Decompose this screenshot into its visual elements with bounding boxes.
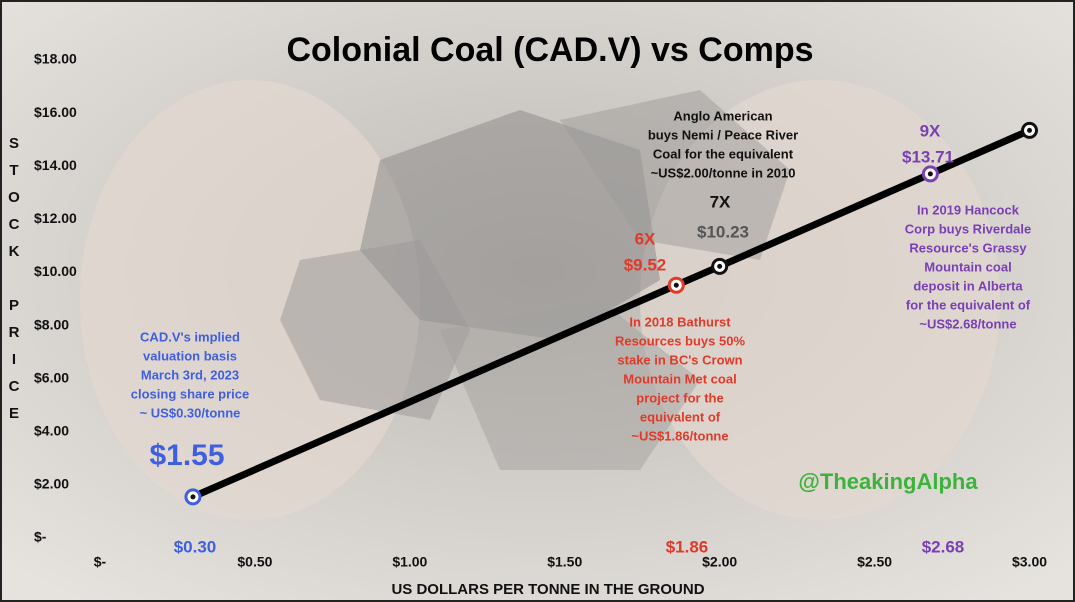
annotation: In 2019 Hancock [917, 202, 1020, 217]
annotation: buys Nemi / Peace River [648, 127, 798, 142]
annotation: Corp buys Riverdale [905, 221, 1031, 236]
x-value-label: $1.86 [666, 537, 709, 556]
coal-rock [440, 300, 700, 470]
hand-left [80, 80, 420, 520]
annotation: for the equivalent of [906, 297, 1031, 312]
y-tick-label: $14.00 [34, 157, 77, 173]
multiplier-label: 7X [710, 192, 731, 211]
y-tick-label: $- [34, 529, 47, 545]
y-axis-label: STOCK PRICE [6, 135, 23, 432]
annotation: Mountain coal [924, 259, 1011, 274]
annotation: Resources buys 50% [615, 333, 746, 348]
annotation: deposit in Alberta [913, 278, 1023, 293]
point-center [717, 263, 723, 269]
x-axis-label: US DOLLARS PER TONNE IN THE GROUND [391, 581, 704, 598]
annotation: @TheakingAlpha [798, 469, 978, 494]
y-tick-label: $18.00 [34, 51, 77, 67]
x-tick-label: $1.50 [547, 554, 582, 570]
annotation: Mountain Met coal [623, 371, 736, 386]
x-tick-label: $0.50 [237, 554, 272, 570]
multiplier-label: 6X [635, 229, 656, 248]
value-label: $1.55 [149, 439, 224, 472]
value-label: $10.23 [697, 222, 749, 241]
y-tick-label: $12.00 [34, 210, 77, 226]
y-tick-label: $4.00 [34, 422, 69, 438]
annotation: project for the [636, 390, 723, 405]
point-center [673, 282, 679, 288]
annotation: ~US$2.68/tonne [919, 316, 1016, 331]
point-center [927, 171, 933, 177]
y-tick-label: $8.00 [34, 316, 69, 332]
annotation: closing share price [131, 386, 250, 401]
annotation: ~US$1.86/tonne [631, 428, 728, 443]
y-tick-label: $2.00 [34, 476, 69, 492]
annotation: Resource's Grassy [909, 240, 1027, 255]
value-label: $13.71 [902, 147, 954, 166]
annotation: valuation basis [143, 348, 237, 363]
x-tick-label: $1.00 [392, 554, 427, 570]
annotation: stake in BC's Crown [617, 352, 742, 367]
annotation: Coal for the equivalent [653, 146, 794, 161]
y-tick-label: $6.00 [34, 369, 69, 385]
point-center [1027, 127, 1033, 133]
annotation: March 3rd, 2023 [141, 367, 239, 382]
annotation: CAD.V's implied [140, 329, 240, 344]
value-label: $9.52 [624, 255, 667, 274]
y-tick-label: $16.00 [34, 104, 77, 120]
x-tick-label: $- [94, 554, 107, 570]
x-tick-label: $3.00 [1012, 554, 1047, 570]
annotation: ~ US$0.30/tonne [140, 405, 241, 420]
multiplier-label: 9X [920, 121, 941, 140]
point-center [190, 494, 196, 500]
x-tick-label: $2.00 [702, 554, 737, 570]
annotation: ~US$2.00/tonne in 2010 [651, 165, 796, 180]
annotation: Anglo American [673, 108, 772, 123]
coal-rock [280, 240, 470, 420]
x-value-label: $2.68 [922, 537, 965, 556]
chart-title: Colonial Coal (CAD.V) vs Comps [286, 31, 813, 69]
annotation: In 2018 Bathurst [629, 314, 731, 329]
x-tick-label: $2.50 [857, 554, 892, 570]
coal-rock [560, 90, 790, 260]
x-value-label: $0.30 [174, 537, 217, 556]
annotation: equivalent of [640, 409, 721, 424]
y-tick-label: $10.00 [34, 263, 77, 279]
